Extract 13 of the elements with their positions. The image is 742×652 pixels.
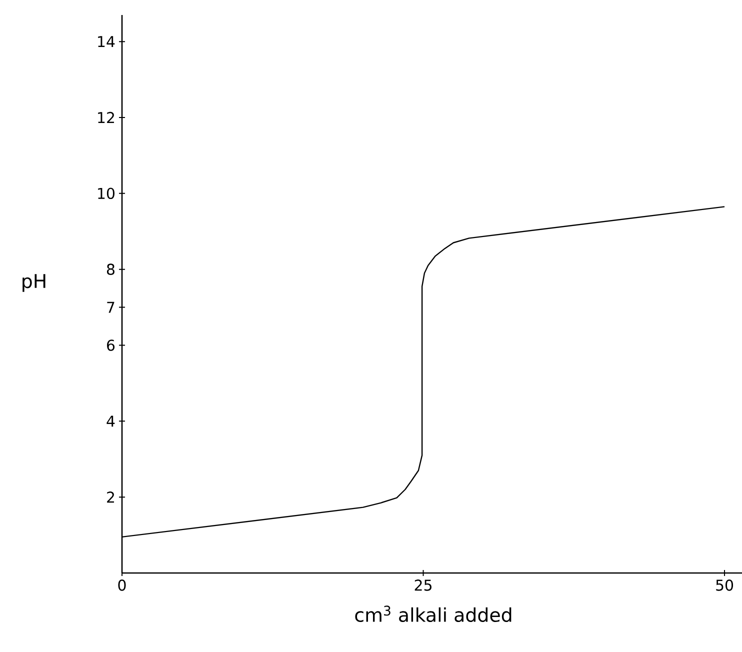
y-tick-label: 14 <box>98 36 115 48</box>
y-axis-title: pH <box>22 274 46 292</box>
y-tick-label: 6 <box>107 340 115 351</box>
y-tick-label: 10 <box>98 188 114 200</box>
y-tick-label: 2 <box>107 492 114 503</box>
x-tick-label: 0 <box>118 580 126 591</box>
y-tick-label: 4 <box>106 416 115 427</box>
x-axis-title: cm$^{3}$ alkali added <box>355 606 512 622</box>
y-tick-label: 8 <box>106 264 114 275</box>
y-tick-label: 12 <box>98 112 114 124</box>
y-tick-label: 7 <box>107 302 114 313</box>
x-tick-label: 50 <box>716 580 734 591</box>
x-tick-label: 25 <box>414 580 432 591</box>
